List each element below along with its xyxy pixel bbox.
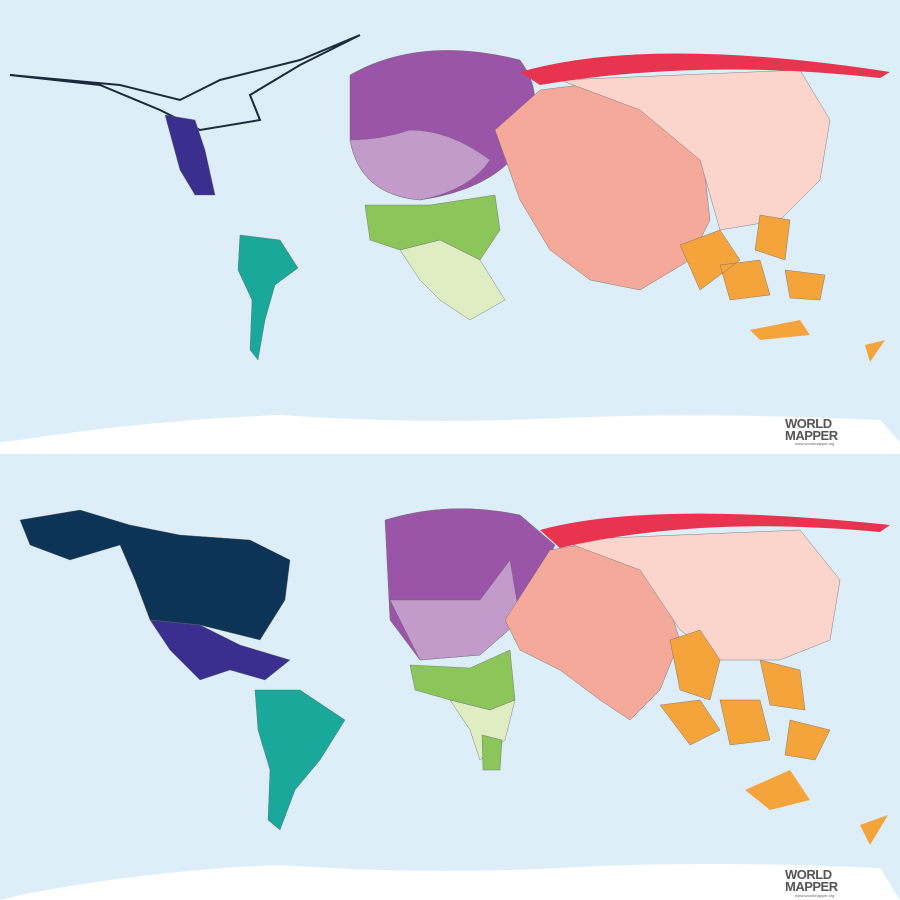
logo-line2: MAPPER [785, 428, 839, 443]
logo-line1: WORLD [785, 867, 832, 882]
asia-east [559, 529, 841, 661]
southeast-asia [659, 629, 831, 761]
south-america [254, 689, 346, 831]
south-america [237, 234, 299, 361]
oceania [745, 770, 888, 845]
map-panel-top: WORLD MAPPER www.worldmapper.org [0, 0, 900, 446]
russia [520, 53, 890, 85]
southeast-asia [679, 214, 826, 301]
north-america-north [9, 34, 361, 132]
antarctica [0, 415, 900, 442]
africa-east [481, 734, 503, 771]
africa-south [399, 239, 506, 321]
logo-url: www.worldmapper.org [795, 893, 834, 898]
logo-url: www.worldmapper.org [795, 441, 834, 446]
central-america [149, 619, 291, 681]
north-america [19, 509, 291, 641]
oceania [750, 320, 885, 362]
north-america [164, 114, 216, 196]
logo-line1: WORLD [785, 416, 832, 431]
russia [540, 513, 890, 548]
logo-line2: MAPPER [785, 879, 839, 894]
antarctica [0, 864, 900, 900]
europe-south [349, 129, 491, 201]
map-panel-bottom: WORLD MAPPER www.worldmapper.org [0, 454, 900, 900]
